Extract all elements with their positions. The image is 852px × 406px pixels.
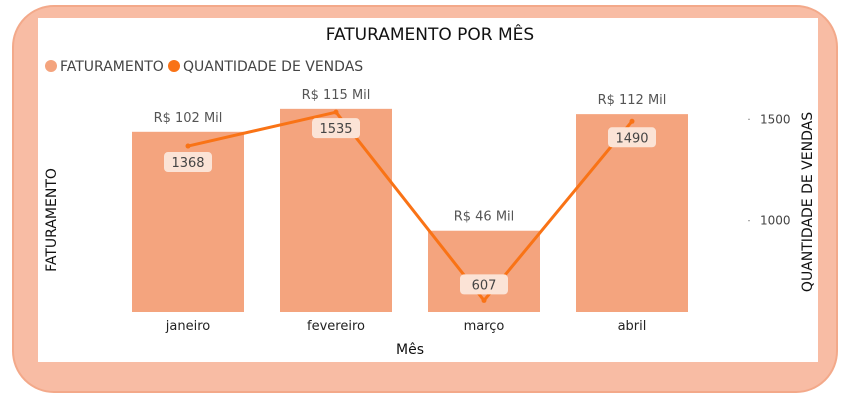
x-tick-label-3: abril bbox=[618, 319, 647, 334]
legend-label-faturamento[interactable]: FATURAMENTO bbox=[60, 59, 164, 75]
y2-tick-label-0: 1000 bbox=[760, 214, 791, 228]
sales-label-3: 1490 bbox=[615, 131, 648, 146]
chart-title: FATURAMENTO POR MÊS bbox=[326, 23, 534, 45]
chart-card: FATURAMENTO POR MÊS FATURAMENTO QUANTIDA… bbox=[38, 18, 818, 362]
x-axis-title: Mês bbox=[396, 342, 424, 358]
sales-point-3[interactable] bbox=[629, 118, 635, 124]
legend-label-quantidade[interactable]: QUANTIDADE DE VENDAS bbox=[183, 59, 363, 75]
sales-label-box-2 bbox=[460, 274, 508, 295]
sales-label-0: 1368 bbox=[171, 156, 204, 171]
y-axis-title: FATURAMENTO bbox=[44, 168, 60, 272]
sales-label-1: 1535 bbox=[319, 122, 352, 137]
x-tick-label-0: janeiro bbox=[165, 319, 210, 334]
y2-tick-label-1: 1500 bbox=[760, 112, 791, 126]
bar-label-0: R$ 102 Mil bbox=[154, 111, 223, 126]
line-group bbox=[185, 109, 635, 303]
bar-label-3: R$ 112 Mil bbox=[598, 93, 667, 108]
x-tick-label-1: fevereiro bbox=[307, 319, 365, 334]
labels-group: R$ 102 Mil janeiro R$ 115 Mil fevereiro R$ 4… bbox=[154, 88, 667, 334]
sales-label-box-0 bbox=[164, 152, 212, 173]
y2-ticks-group: 1000 1500 bbox=[748, 112, 791, 228]
sales-label-box-3 bbox=[608, 127, 656, 148]
x-tick-label-2: março bbox=[464, 319, 505, 334]
sales-line[interactable] bbox=[186, 110, 634, 302]
sales-point-2[interactable] bbox=[481, 297, 487, 303]
sales-label-box-1 bbox=[312, 118, 360, 139]
bar-1[interactable] bbox=[280, 108, 392, 312]
sales-point-0[interactable] bbox=[185, 143, 191, 149]
y2-axis-title: QUANTIDADE DE VENDAS bbox=[800, 112, 816, 292]
sales-label-2: 607 bbox=[472, 278, 497, 293]
bar-label-1: R$ 115 Mil bbox=[302, 88, 371, 103]
legend: FATURAMENTO QUANTIDADE DE VENDAS bbox=[45, 59, 363, 75]
chart-svg: FATURAMENTO POR MÊS FATURAMENTO QUANTIDA… bbox=[44, 23, 816, 358]
legend-dot-quantidade bbox=[168, 60, 180, 72]
sales-point-1[interactable] bbox=[333, 109, 339, 115]
legend-dot-faturamento bbox=[45, 60, 57, 72]
bar-label-2: R$ 46 Mil bbox=[454, 210, 515, 225]
